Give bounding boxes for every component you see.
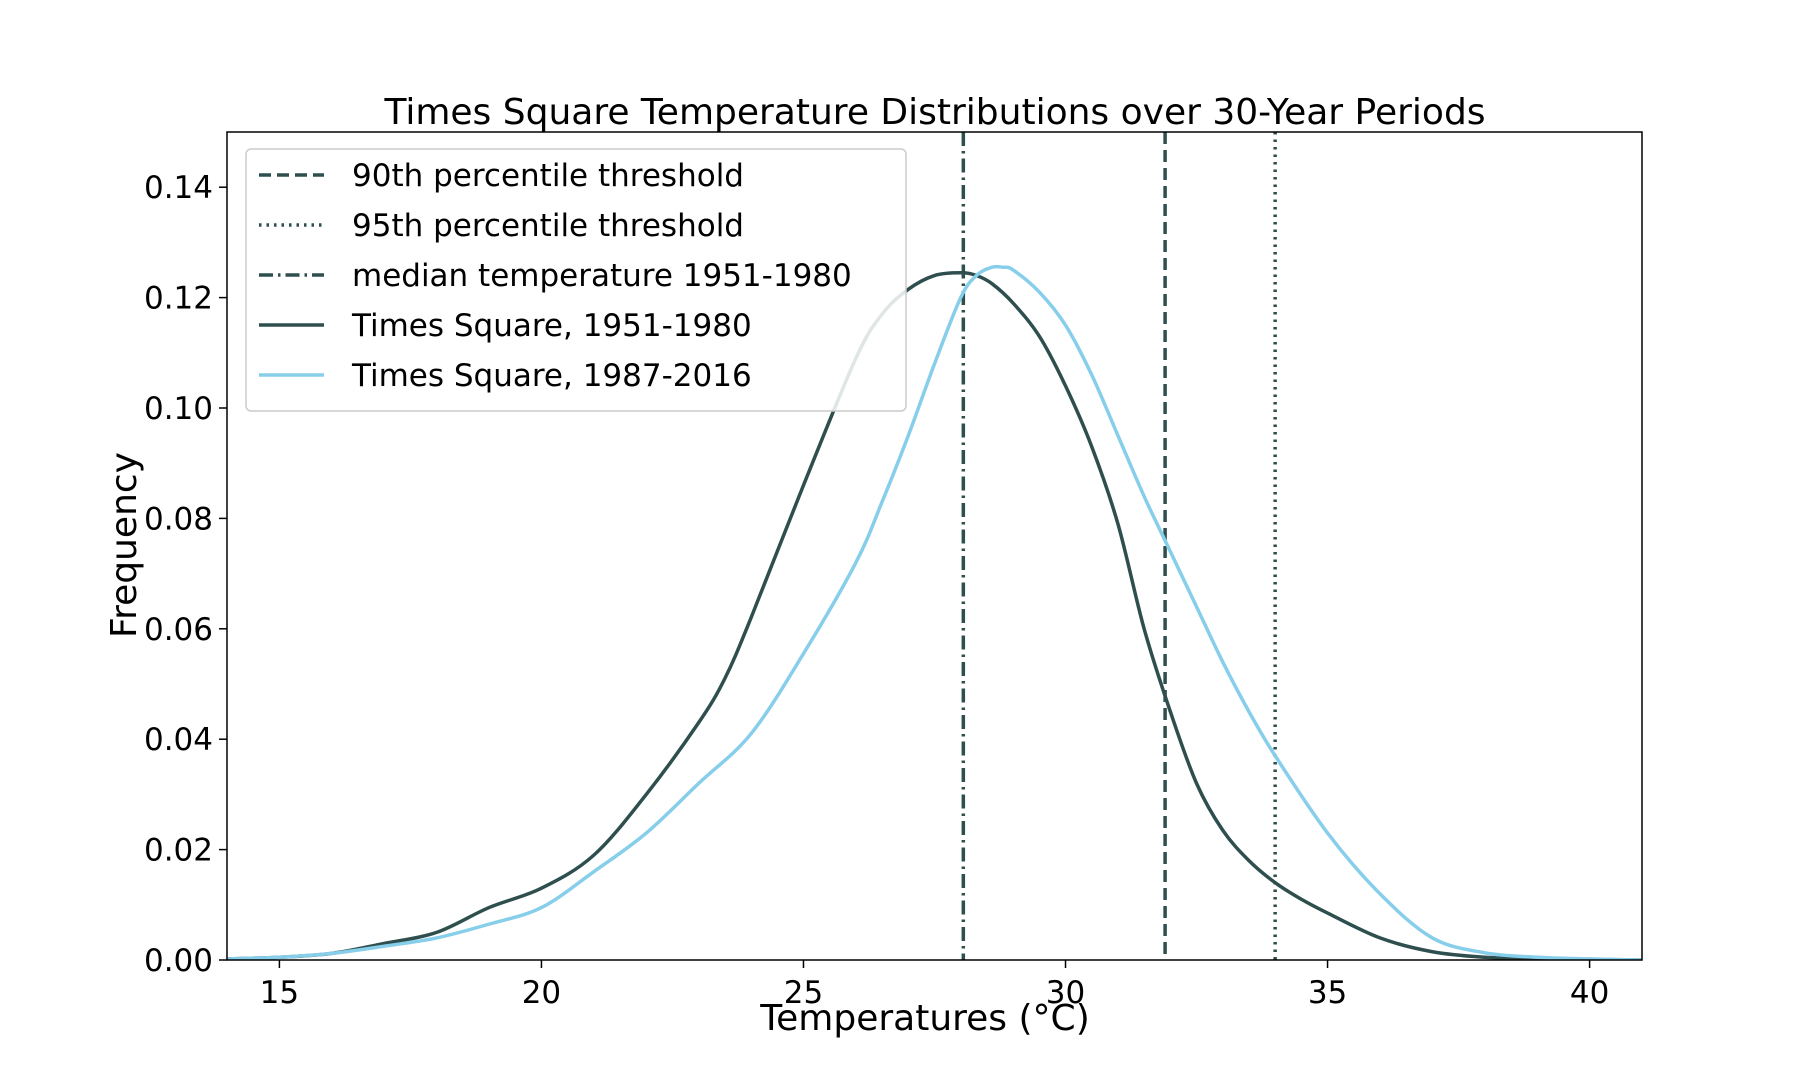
x-tick-label: 25: [784, 975, 823, 1011]
x-tick-label: 30: [1046, 975, 1085, 1011]
legend-label: median temperature 1951-1980: [352, 258, 852, 294]
y-tick-label: 0.02: [144, 833, 213, 869]
y-tick-label: 0.04: [144, 722, 213, 758]
legend-label: 95th percentile threshold: [352, 208, 744, 244]
y-tick-label: 0.10: [144, 391, 213, 427]
y-tick-label: 0.00: [144, 943, 213, 979]
y-axis-label: Frequency: [104, 452, 145, 638]
plot-frame: [226, 131, 1643, 961]
y-tick-label: 0.08: [144, 501, 213, 537]
y-tick-label: 0.06: [144, 612, 213, 648]
legend-box: [245, 148, 907, 412]
plot-area: [227, 132, 1642, 960]
chart-title: Times Square Temperature Distributions o…: [383, 92, 1485, 133]
y-tick-label: 0.14: [144, 170, 213, 206]
series-line-2: [227, 264, 1642, 960]
y-tick-label: 0.12: [144, 281, 213, 317]
x-tick-label: 15: [260, 975, 299, 1011]
legend-label: Times Square, 1951-1980: [351, 308, 752, 344]
legend-label: 90th percentile threshold: [352, 158, 744, 194]
x-tick-label: 20: [522, 975, 561, 1011]
x-axis-label: Temperatures (°C): [759, 998, 1089, 1039]
legend: 90th percentile threshold 95th percentile…: [245, 148, 907, 412]
legend-label: Times Square, 1987-2016: [351, 358, 752, 394]
y-axis-ticks: 0.00 0.02 0.04 0.06 0.08 0.10 0.12 0.14: [144, 170, 227, 979]
x-axis-ticks: 15 20 25 30 35 40: [260, 960, 1609, 1011]
x-tick-label: 40: [1570, 975, 1609, 1011]
series-line-1: [227, 271, 1642, 960]
x-tick-label: 35: [1308, 975, 1347, 1011]
